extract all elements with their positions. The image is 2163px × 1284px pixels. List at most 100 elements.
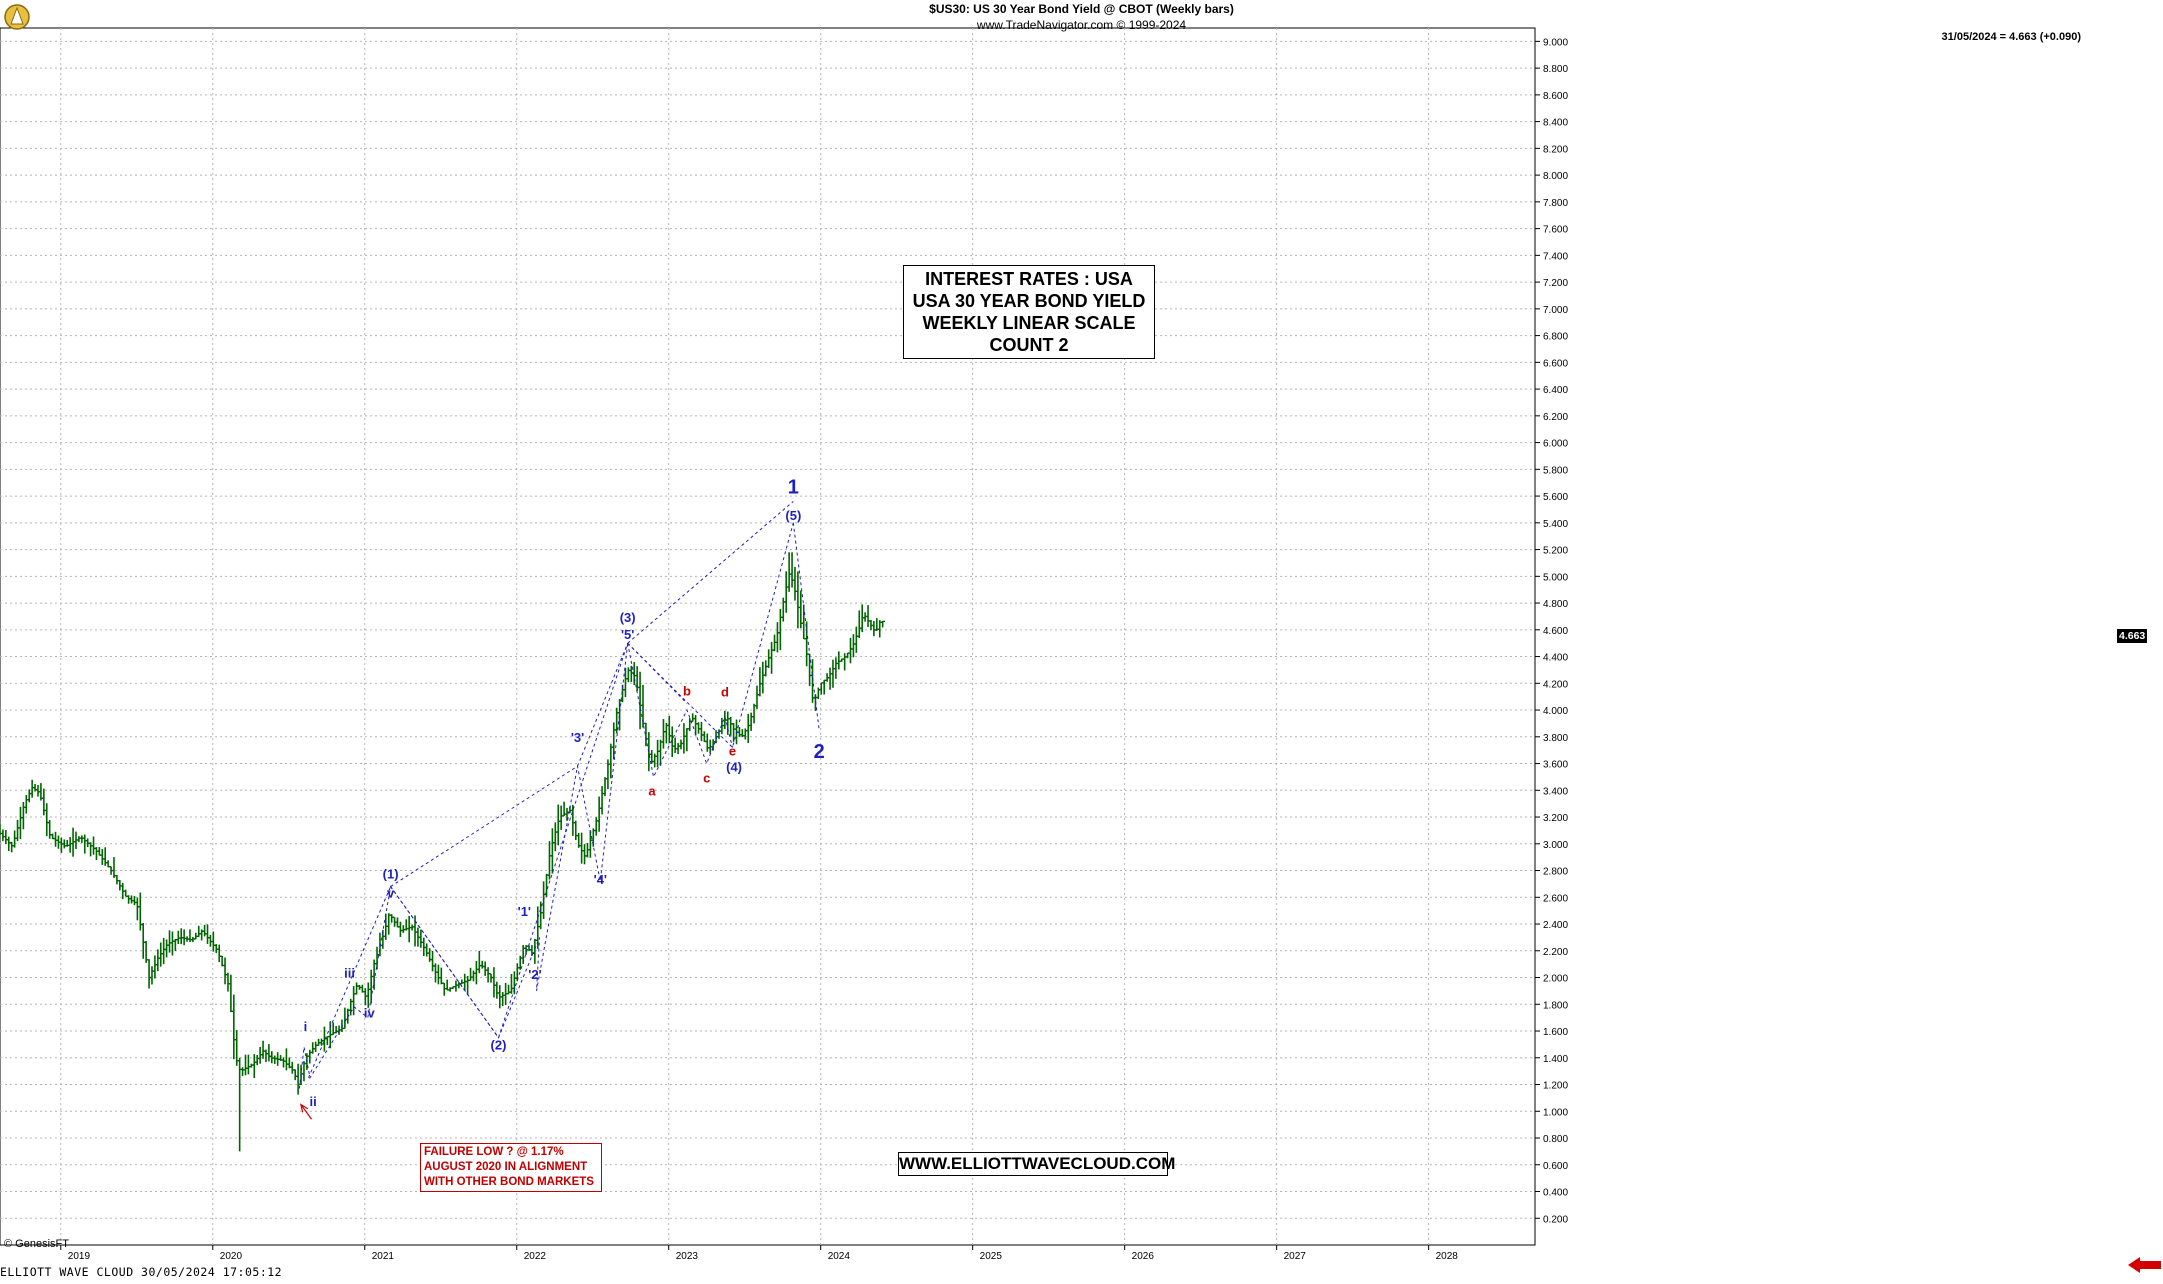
note-arrow-head (300, 1103, 309, 1113)
y-tick-label: 1.000 (1543, 1107, 1568, 1118)
note-line-1: FAILURE LOW ? @ 1.17% (424, 1146, 564, 1158)
wave-label: iv (364, 1006, 376, 1021)
last-quote-label: 31/05/2024 = 4.663 (+0.090) (1941, 31, 2081, 43)
y-tick-label: 0.800 (1543, 1134, 1568, 1145)
title-line-4: COUNT 2 (989, 335, 1069, 355)
y-tick-label: 5.400 (1543, 519, 1568, 530)
y-tick-label: 4.200 (1543, 679, 1568, 690)
y-tick-label: 3.000 (1543, 840, 1568, 851)
y-tick-label: 3.400 (1543, 786, 1568, 797)
wave-label: '3' (571, 730, 584, 745)
y-tick-label: 3.200 (1543, 813, 1568, 824)
wave-label: a (648, 784, 656, 799)
y-tick-label: 5.000 (1543, 572, 1568, 583)
note-arrow (300, 1104, 313, 1120)
y-tick-label: 6.600 (1543, 358, 1568, 369)
y-tick-label: 8.600 (1543, 91, 1568, 102)
last-price-tag: 4.663 (2117, 629, 2148, 643)
note-line-2: AUGUST 2020 IN ALIGNMENT (424, 1161, 588, 1173)
y-tick-label: 3.800 (1543, 733, 1568, 744)
y-tick-label: 2.200 (1543, 947, 1568, 958)
y-tick-label: 1.600 (1543, 1027, 1568, 1038)
chart-title-box: INTEREST RATES : USA USA 30 YEAR BOND YI… (903, 265, 1155, 359)
wave-label: (1) (383, 867, 399, 882)
y-tick-label: 4.600 (1543, 626, 1568, 637)
wave-line (577, 643, 629, 767)
wave-label: '4' (594, 872, 607, 887)
y-tick-label: 8.400 (1543, 118, 1568, 129)
y-tick-label: 2.400 (1543, 920, 1568, 931)
y-tick-label: 7.800 (1543, 198, 1568, 209)
y-tick-label: 1.800 (1543, 1000, 1568, 1011)
note-line-3: WITH OTHER BOND MARKETS (424, 1176, 594, 1188)
website-url-box: WWW.ELLIOTTWAVECLOUD.COM (898, 1152, 1175, 1176)
logo-icon (4, 4, 30, 30)
y-tick-label: 7.400 (1543, 251, 1568, 262)
wave-label: ii (309, 1094, 316, 1109)
y-tick-label: 0.600 (1543, 1161, 1568, 1172)
plot-frame (0, 27, 1536, 1246)
x-tick-label: 2021 (372, 1251, 395, 1262)
x-tick-label: 2026 (1132, 1251, 1155, 1262)
y-tick-label: 2.000 (1543, 974, 1568, 985)
wave-line (627, 501, 794, 644)
wave-label: '1' (518, 904, 531, 919)
y-tick-label: 6.400 (1543, 385, 1568, 396)
y-tick-label: 6.200 (1543, 412, 1568, 423)
y-tick-label: 2.600 (1543, 893, 1568, 904)
wave-label: (2) (491, 1038, 507, 1053)
y-tick-label: 4.400 (1543, 653, 1568, 664)
y-tick-label: 0.400 (1543, 1188, 1568, 1199)
y-tick-label: 3.600 (1543, 760, 1568, 771)
wave-label: iii (344, 966, 355, 981)
y-tick-label: 0.200 (1543, 1214, 1568, 1225)
wave-label: v (387, 885, 395, 900)
x-tick-label: 2022 (524, 1251, 547, 1262)
y-tick-label: 2.800 (1543, 867, 1568, 878)
arrow-right-icon[interactable] (2128, 1257, 2161, 1273)
wave-label: d (721, 685, 729, 700)
wave-label: 2 (814, 741, 825, 763)
wave-line (390, 643, 629, 1039)
y-tick-label: 7.000 (1543, 305, 1568, 316)
y-tick-label: 5.200 (1543, 546, 1568, 557)
wave-label: b (683, 683, 691, 698)
y-tick-label: 9.000 (1543, 37, 1568, 48)
title-line-3: WEEKLY LINEAR SCALE (922, 313, 1136, 333)
wave-line (627, 642, 688, 704)
chart-header-title: $US30: US 30 Year Bond Yield @ CBOT (Wee… (929, 2, 1234, 16)
wave-line (390, 765, 578, 888)
x-tick-label: 2020 (220, 1251, 243, 1262)
wave-label: c (703, 770, 710, 785)
y-tick-label: 6.000 (1543, 439, 1568, 450)
y-tick-label: 5.600 (1543, 492, 1568, 503)
wave-label: '2' (528, 967, 541, 982)
y-tick-label: 8.200 (1543, 144, 1568, 155)
copyright-label: © GenesisFT (4, 1238, 69, 1250)
chart-header-source: www.TradeNavigator.com © 1999-2024 (976, 18, 1187, 32)
wave-line (308, 886, 392, 1078)
y-tick-label: 8.000 (1543, 171, 1568, 182)
title-line-1: INTEREST RATES : USA (925, 269, 1133, 289)
wave-label: '5' (621, 627, 634, 642)
wave-label: (5) (785, 508, 801, 523)
y-tick-label: 7.200 (1543, 278, 1568, 289)
x-tick-label: 2025 (980, 1251, 1003, 1262)
wave-label: i (304, 1019, 308, 1034)
y-tick-label: 4.000 (1543, 706, 1568, 717)
y-tick-label: 4.800 (1543, 599, 1568, 610)
y-tick-label: 7.600 (1543, 225, 1568, 236)
wave-label: e (729, 744, 736, 759)
x-tick-label: 2019 (68, 1251, 91, 1262)
y-tick-label: 5.800 (1543, 465, 1568, 476)
failure-low-note: FAILURE LOW ? @ 1.17% AUGUST 2020 IN ALI… (420, 1143, 602, 1192)
x-tick-label: 2023 (676, 1251, 699, 1262)
title-line-2: USA 30 YEAR BOND YIELD (912, 291, 1146, 311)
y-tick-label: 6.800 (1543, 332, 1568, 343)
y-tick-label: 1.400 (1543, 1054, 1568, 1065)
wave-label: 1 (788, 476, 799, 498)
wave-label: (3) (620, 610, 636, 625)
footer-stamp: ELLIOTT WAVE CLOUD 30/05/2024 17:05:12 (0, 1265, 283, 1279)
